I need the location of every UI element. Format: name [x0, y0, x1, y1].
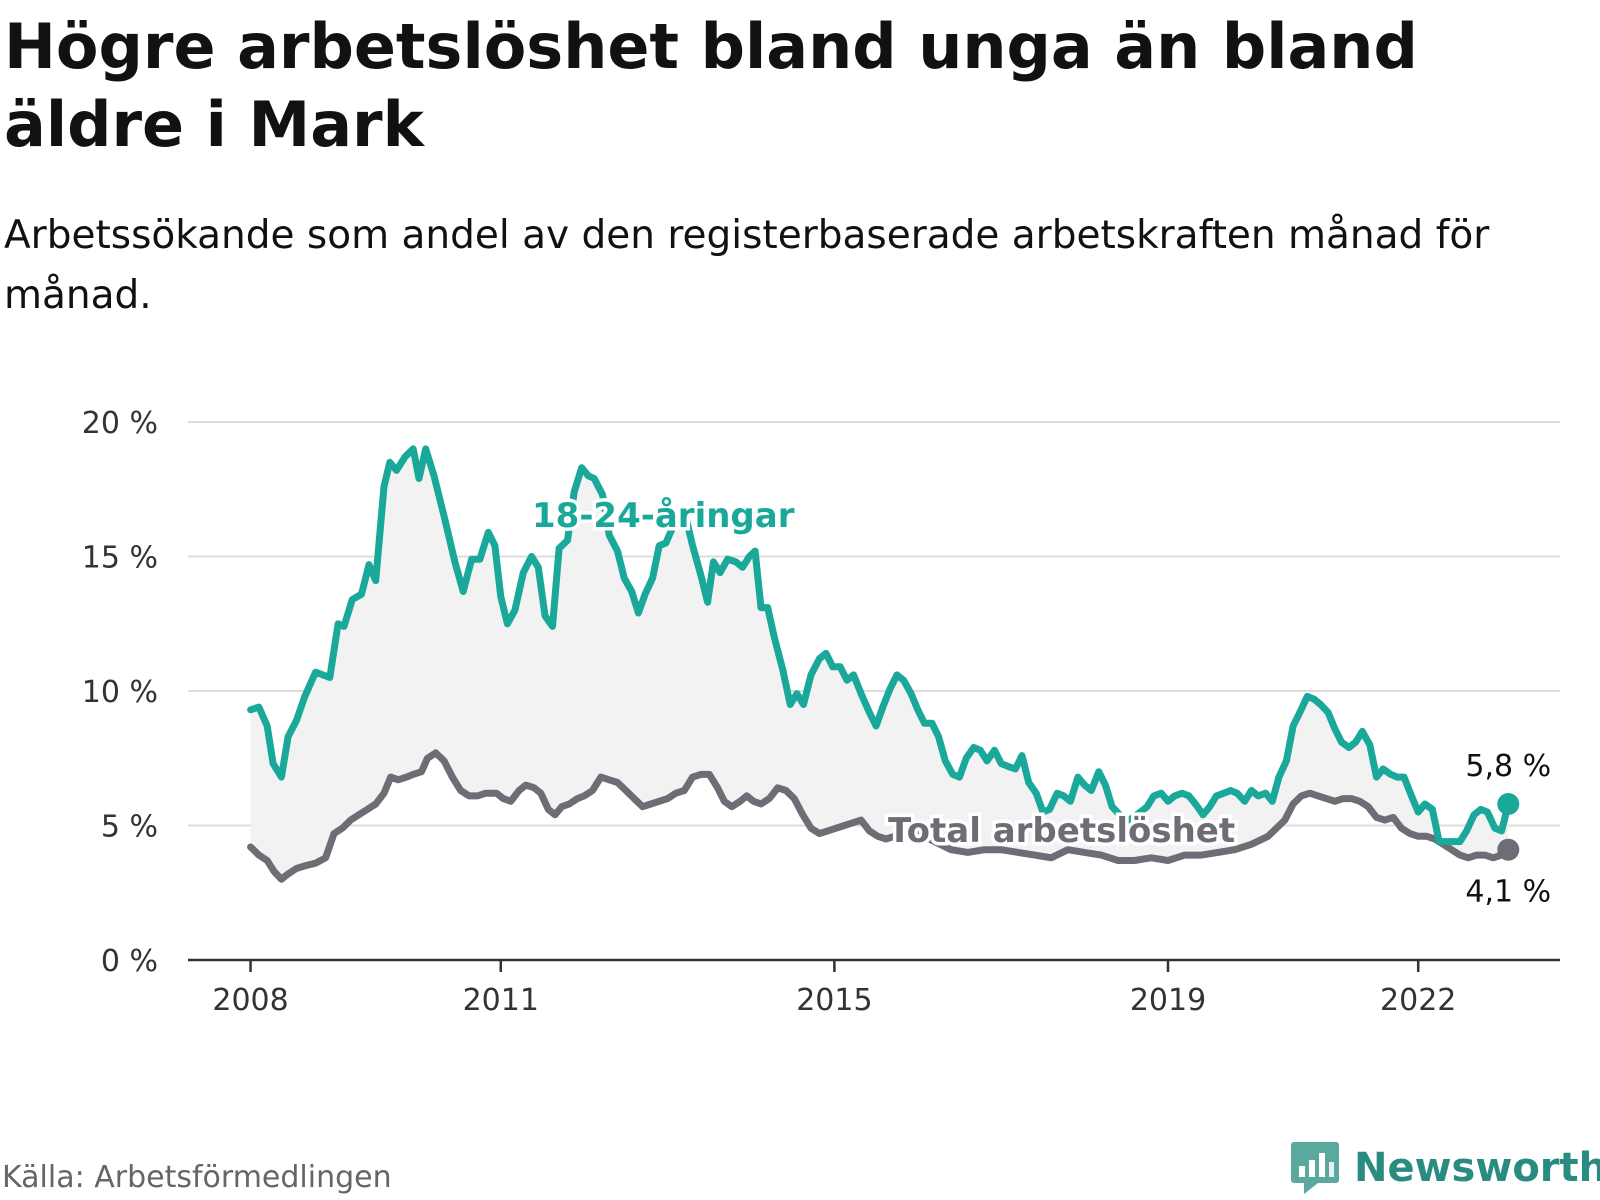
youth-end-value: 5,8 %	[1465, 749, 1551, 784]
newsworthy-logo: Newsworthy	[1290, 1140, 1600, 1196]
logo-wordmark: Newsworthy	[1354, 1145, 1600, 1191]
y-tick-label: 10 %	[82, 675, 158, 710]
source-note: Källa: Arbetsförmedlingen	[2, 1160, 392, 1195]
bar-chart-bubble-icon	[1291, 1142, 1339, 1194]
total-series-label: Total arbetslöshet	[888, 811, 1235, 851]
youth-end-point	[1497, 792, 1520, 815]
total-end-point	[1497, 838, 1520, 861]
x-tick-label: 2015	[796, 983, 872, 1018]
x-tick-label: 2011	[463, 983, 539, 1018]
difference-band	[250, 448, 1509, 880]
y-tick-label: 5 %	[101, 810, 158, 845]
x-tick-label: 2022	[1380, 983, 1456, 1018]
youth-unemployment-line	[247, 445, 1512, 846]
y-tick-label: 0 %	[101, 944, 158, 979]
line-chart: 0 %5 %10 %15 %20 % 2008 2011 2015 2019 2022 …	[82, 406, 1560, 1018]
chart-subtitle: Arbetssökande som andel av den registerb…	[4, 213, 1490, 318]
y-tick-label: 15 %	[82, 541, 158, 576]
total-unemployment-line	[247, 749, 1512, 883]
y-tick-label: 20 %	[82, 406, 158, 441]
x-tick-label: 2008	[212, 983, 288, 1018]
x-tick-label: 2019	[1130, 983, 1206, 1018]
youth-series-label: 18-24-åringar	[532, 496, 795, 536]
total-end-value: 4,1 %	[1465, 875, 1551, 910]
y-axis-labels: 0 % 5 % 10 % 15 % 20 %	[82, 406, 158, 979]
x-axis: 2008 2011 2015 2019 2022	[188, 958, 1560, 1018]
chart-title: Högre arbetslöshet bland unga än bland ä…	[4, 10, 1418, 161]
